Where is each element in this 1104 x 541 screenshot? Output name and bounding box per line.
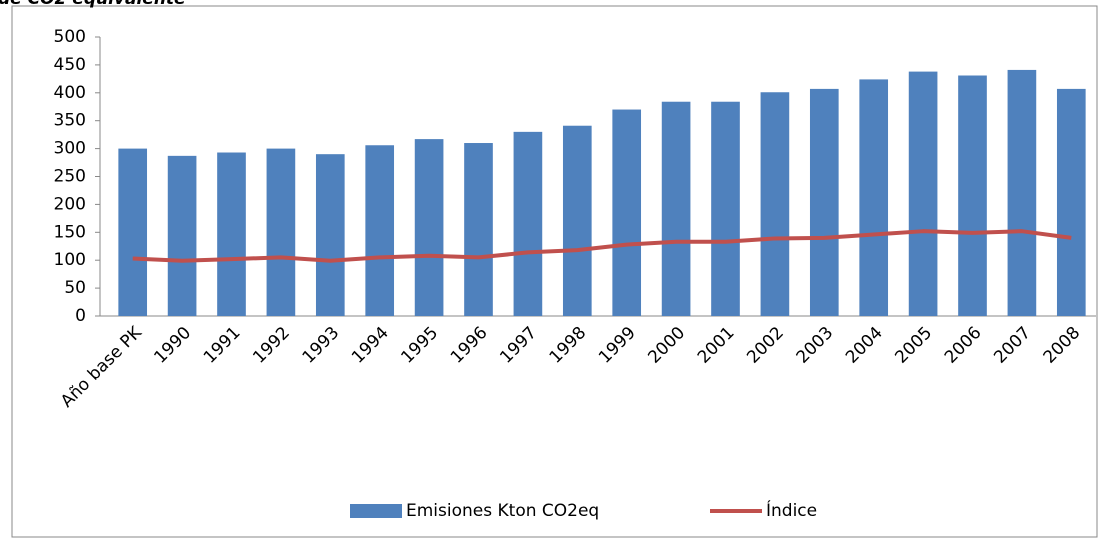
bar [859,79,889,317]
bar [266,148,296,316]
y-tick-label: 0 [75,306,86,326]
y-tick-label: 400 [54,83,86,103]
y-tick-label: 50 [64,278,86,298]
bar [908,71,938,316]
bar [464,143,493,316]
legend-label: Emisiones Kton CO2eq [406,501,599,521]
y-tick-label: 350 [54,111,86,131]
bar [118,148,148,316]
y-tick-label: 100 [54,250,86,270]
y-tick-label: 300 [54,139,86,159]
bar [167,155,197,316]
y-tick-label: 450 [54,55,86,75]
bar [809,88,839,316]
bar [958,75,987,316]
bar [217,152,246,316]
bar [365,145,395,316]
y-tick-label: 150 [54,222,86,242]
bar [1007,69,1037,316]
bar [760,92,790,316]
chart-title: de CO2 equivalente [0,0,186,9]
y-tick-label: 200 [54,194,86,214]
bar [1056,88,1086,316]
line [132,229,1072,263]
bar [711,101,740,316]
bar [562,125,592,316]
bar [414,139,444,316]
legend-swatch [350,504,402,518]
y-tick-label: 500 [54,27,86,47]
bar [315,154,345,316]
bar [612,109,642,316]
bar [513,131,543,316]
bar [661,101,691,316]
y-tick-label: 250 [54,167,86,187]
legend-label: Índice [766,499,817,521]
